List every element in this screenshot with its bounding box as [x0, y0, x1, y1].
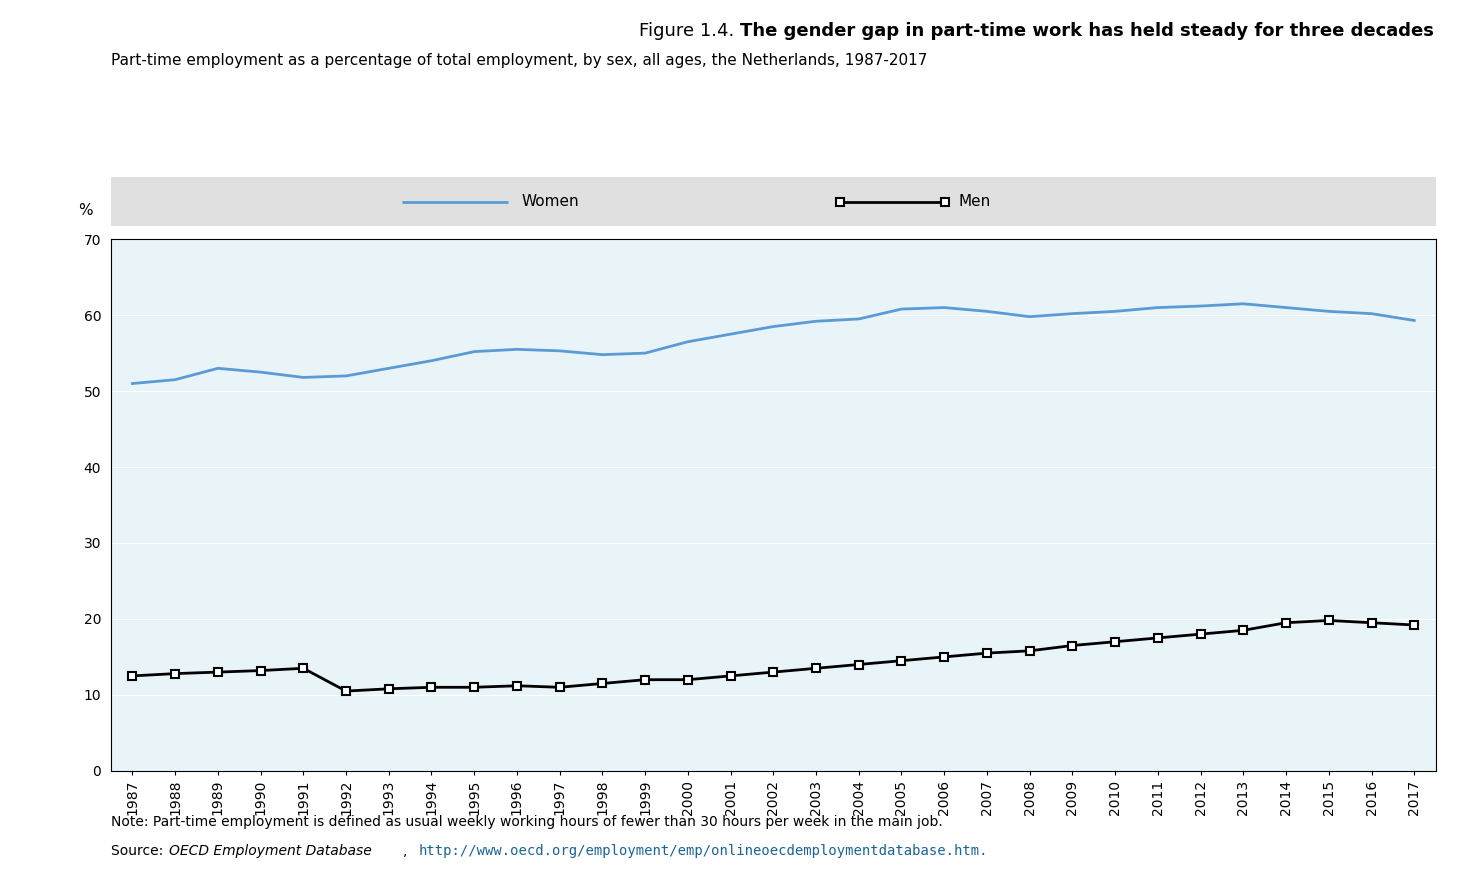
Text: Source:: Source:	[111, 843, 167, 858]
Text: Figure 1.4.: Figure 1.4.	[639, 22, 740, 40]
Text: Part-time employment as a percentage of total employment, by sex, all ages, the : Part-time employment as a percentage of …	[111, 53, 928, 67]
Text: OECD Employment Database: OECD Employment Database	[169, 843, 371, 858]
Text: %: %	[78, 203, 93, 218]
Text: ,: ,	[403, 843, 411, 858]
Text: http://www.oecd.org/employment/emp/onlineoecdemploymentdatabase.htm.: http://www.oecd.org/employment/emp/onlin…	[419, 843, 989, 858]
Text: The gender gap in part-time work has held steady for three decades: The gender gap in part-time work has hel…	[740, 22, 1434, 40]
Text: Note: Part-time employment is defined as usual weekly working hours of fewer tha: Note: Part-time employment is defined as…	[111, 815, 943, 829]
Text: Women: Women	[521, 194, 579, 209]
Text: Men: Men	[959, 194, 992, 209]
